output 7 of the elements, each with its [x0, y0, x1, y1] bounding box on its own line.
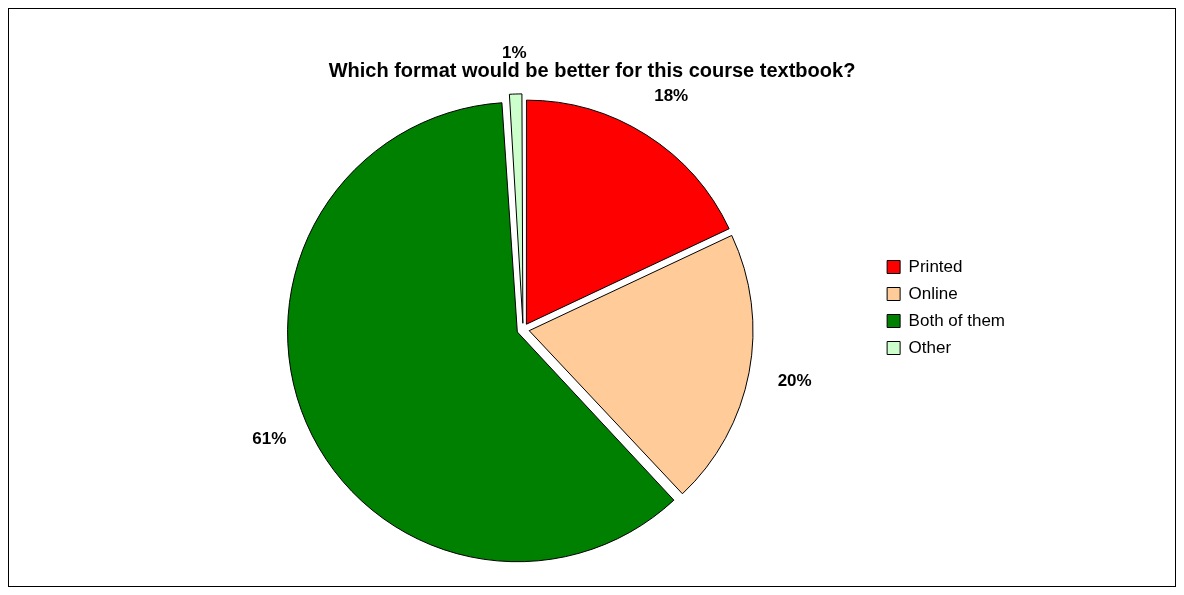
- legend-label: Online: [908, 283, 958, 303]
- legend-label: Other: [908, 337, 952, 357]
- data-label: 61%: [252, 429, 287, 448]
- legend-label: Both of them: [908, 310, 1005, 330]
- legend-label: Printed: [908, 256, 963, 276]
- data-label: 18%: [654, 85, 689, 105]
- data-label: 20%: [777, 371, 812, 390]
